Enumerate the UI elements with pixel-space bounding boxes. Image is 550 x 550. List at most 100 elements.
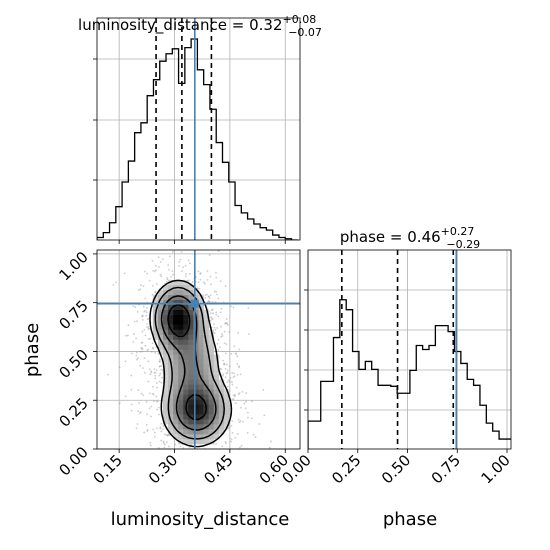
- sample-point: [240, 461, 242, 463]
- sample-point: [132, 305, 135, 308]
- sample-point: [153, 270, 156, 273]
- density-cell: [178, 279, 184, 286]
- density-cell: [188, 329, 194, 335]
- sample-point: [123, 272, 126, 275]
- sample-point: [145, 450, 147, 452]
- density-cell: [162, 314, 169, 320]
- density-cell: [173, 314, 179, 320]
- density-cell: [178, 334, 184, 340]
- density-cell: [203, 394, 209, 400]
- sample-point: [156, 427, 158, 430]
- sample-point: [149, 441, 152, 444]
- density-cell: [178, 429, 184, 435]
- sample-point: [150, 350, 153, 353]
- sample-point: [231, 420, 234, 422]
- density-cell: [218, 414, 225, 420]
- density-cell: [183, 374, 189, 380]
- sample-point: [172, 273, 175, 276]
- density-cell: [183, 294, 189, 301]
- sample-point: [139, 411, 142, 414]
- density-cell: [183, 429, 189, 435]
- density-cell: [168, 409, 174, 415]
- sample-point: [217, 297, 220, 300]
- sample-point: [215, 313, 218, 316]
- sample-point: [225, 363, 228, 366]
- sample-point: [241, 390, 244, 393]
- sample-point: [224, 368, 227, 370]
- sample-point: [237, 332, 240, 334]
- sample-point: [141, 341, 144, 344]
- sample-point: [140, 392, 143, 395]
- sample-point: [159, 488, 161, 490]
- sample-point: [161, 258, 164, 261]
- sample-point: [198, 287, 201, 290]
- density-cell: [178, 389, 184, 395]
- sample-point: [209, 312, 212, 315]
- density-cell: [198, 334, 204, 340]
- sample-point: [209, 294, 212, 297]
- density-cell: [178, 339, 184, 345]
- sample-point: [135, 351, 138, 354]
- density-cell: [213, 374, 220, 380]
- sample-point: [214, 328, 217, 331]
- density-cell: [183, 364, 189, 370]
- sample-point: [219, 346, 221, 349]
- sample-point: [146, 306, 148, 309]
- sample-point: [144, 270, 146, 273]
- sample-point: [254, 436, 257, 438]
- density-cell: [188, 419, 194, 425]
- sample-point: [174, 443, 177, 446]
- sample-point: [154, 377, 157, 380]
- density-cell: [203, 334, 209, 340]
- sample-point: [193, 458, 195, 460]
- sample-point: [192, 451, 194, 453]
- sample-point: [147, 360, 150, 363]
- density-cell: [173, 319, 179, 325]
- sample-point: [145, 311, 148, 314]
- density-cell: [203, 379, 209, 385]
- sample-point: [229, 377, 232, 379]
- density-cell: [162, 329, 169, 335]
- density-cell: [218, 384, 225, 390]
- sample-point: [194, 452, 196, 454]
- sample-point: [171, 270, 174, 273]
- sample-point: [218, 452, 220, 454]
- panel-title: phase = 0.46+0.27 −0.29: [340, 225, 480, 251]
- sample-point: [168, 255, 171, 258]
- sample-point: [226, 369, 229, 372]
- sample-point: [234, 393, 236, 396]
- sample-point: [141, 314, 144, 317]
- sample-point: [152, 385, 154, 388]
- sample-point: [158, 380, 161, 383]
- sample-point: [191, 281, 194, 283]
- sample-point: [151, 342, 154, 345]
- sample-point: [239, 373, 242, 376]
- sample-point: [230, 305, 232, 308]
- sample-point: [224, 285, 227, 287]
- sample-point: [225, 318, 228, 320]
- sample-point: [229, 365, 231, 368]
- density-cell: [213, 399, 220, 405]
- density-cell: [203, 374, 209, 380]
- density-cell: [188, 404, 194, 410]
- sample-point: [215, 271, 217, 274]
- density-cell: [162, 324, 169, 330]
- sample-point: [136, 311, 139, 313]
- sample-point: [191, 450, 193, 452]
- sample-point: [159, 360, 161, 362]
- density-cell: [193, 404, 199, 410]
- sample-point: [141, 319, 144, 321]
- sample-point: [229, 380, 231, 383]
- sample-point: [232, 458, 234, 460]
- density-cell: [183, 284, 189, 291]
- density-cell: [173, 329, 179, 335]
- density-cell: [198, 429, 204, 435]
- sample-point: [232, 376, 235, 379]
- density-cell: [168, 344, 174, 350]
- sample-point: [189, 451, 191, 453]
- density-cell: [183, 394, 189, 400]
- sample-point: [154, 374, 157, 377]
- sample-point: [151, 456, 153, 458]
- sample-point: [236, 373, 239, 376]
- density-cell: [198, 354, 204, 360]
